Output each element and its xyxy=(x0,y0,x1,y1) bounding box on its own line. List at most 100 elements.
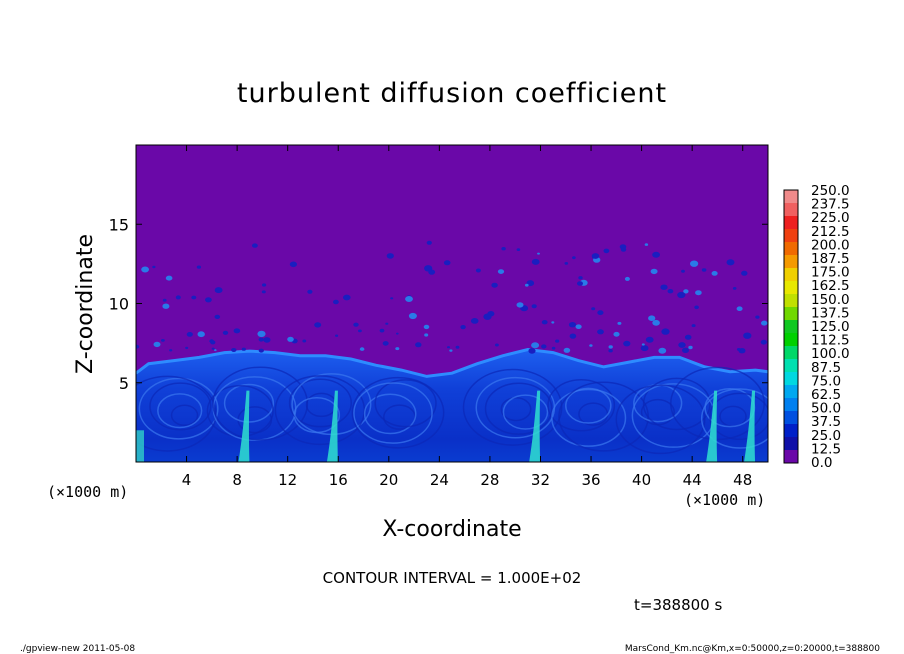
colorbar-swatch xyxy=(784,346,798,360)
turbulence-patch xyxy=(608,345,613,349)
colorbar-label: 237.5 xyxy=(811,197,850,213)
colorbar-label: 125.0 xyxy=(811,319,850,335)
colorbar-label: 175.0 xyxy=(811,265,850,281)
turbulence-patch xyxy=(358,329,362,333)
turbulence-patch xyxy=(379,328,385,333)
x-axis-label: X-coordinate xyxy=(382,517,521,542)
turbulence-patch xyxy=(395,347,400,351)
eddy-ring xyxy=(138,377,219,440)
turbulence-patch xyxy=(667,289,674,294)
colorbar-swatch xyxy=(784,242,798,256)
turbulence-patch xyxy=(343,294,351,301)
chart-title: turbulent diffusion coefficient xyxy=(237,78,667,109)
colorbar: 250.0237.5225.0212.5200.0187.5175.0162.5… xyxy=(783,183,850,471)
turbulence-patch xyxy=(641,343,645,346)
colorbar-label: 62.5 xyxy=(811,387,841,403)
turbulence-patch xyxy=(623,340,631,347)
eddy-ring xyxy=(170,404,199,427)
turbulence-patch xyxy=(231,348,237,352)
turbulence-patch xyxy=(551,321,555,324)
x-unit-left: (×1000 m) xyxy=(47,483,128,501)
turbulence-patch xyxy=(537,252,540,255)
turbulence-patch xyxy=(661,328,670,335)
x-tick-label: 36 xyxy=(581,471,600,489)
turbulence-patch xyxy=(470,318,479,324)
turbulence-patch xyxy=(695,290,702,296)
turbulence-patch xyxy=(460,325,466,330)
turbulence-patch xyxy=(222,330,229,335)
turbulence-patch xyxy=(736,306,743,312)
x-tick-label: 28 xyxy=(480,471,499,489)
colorbar-swatch xyxy=(784,385,798,399)
turbulence-patch xyxy=(382,341,389,346)
colorbar-label: 137.5 xyxy=(811,305,850,321)
eddy-ring xyxy=(642,377,711,431)
turbulence-patch xyxy=(681,269,685,273)
mixed-layer-top xyxy=(136,347,768,378)
turbulence-patch xyxy=(263,337,271,343)
turbulence-patch xyxy=(516,302,524,308)
turbulence-patch xyxy=(491,282,498,288)
eddy-ring xyxy=(547,378,616,432)
colorbar-swatch xyxy=(784,372,798,386)
turbulence-patch xyxy=(648,315,656,322)
colorbar-swatch xyxy=(784,320,798,334)
turbulence-patch xyxy=(658,347,667,354)
x-axis: 4 8 12 16 20 24 28 32 36 40 44 48 xyxy=(182,145,752,489)
turbulence-patch xyxy=(608,349,613,353)
turbulence-patch xyxy=(541,320,548,325)
turbulence-patch xyxy=(652,251,660,258)
turbulence-patch xyxy=(711,271,718,276)
eddy-ring xyxy=(351,376,445,449)
y-tick-label: 15 xyxy=(109,215,129,234)
turbulence-patch xyxy=(153,341,161,348)
turbulence-patch xyxy=(678,342,686,348)
turbulence-patch xyxy=(577,281,583,286)
turbulence-patch xyxy=(613,331,620,337)
updraft-plume xyxy=(744,390,756,462)
turbulence-patch xyxy=(152,265,156,269)
turbulence-patch xyxy=(289,261,297,268)
eddy-ring xyxy=(462,368,563,446)
turbulence-patch xyxy=(624,276,630,281)
turbulence-patch xyxy=(741,270,748,276)
turbulence-patch xyxy=(650,268,658,275)
turbulence-patch xyxy=(214,349,217,352)
eddy-ring xyxy=(700,388,768,449)
colorbar-label: 162.5 xyxy=(811,278,850,294)
turbulence-patch xyxy=(257,330,266,338)
turbulence-patch xyxy=(197,331,205,338)
colorbar-swatch xyxy=(784,411,798,425)
x-tick-label: 48 xyxy=(733,471,752,489)
turbulence-patch xyxy=(162,298,167,302)
turbulence-patch xyxy=(314,322,322,328)
turbulence-patch xyxy=(640,345,649,352)
turbulence-patch xyxy=(603,248,610,254)
turbulence-patch xyxy=(185,346,189,350)
contour-interval: CONTOUR INTERVAL = 1.000E+02 xyxy=(323,569,582,587)
x-tick-label: 40 xyxy=(632,471,651,489)
turbulence-patch xyxy=(405,296,413,302)
turbulence-patch xyxy=(443,260,451,266)
colorbar-label: 37.5 xyxy=(811,414,841,430)
colorbar-label: 250.0 xyxy=(811,183,850,199)
turbulence-patch xyxy=(619,244,627,250)
colorbar-swatch xyxy=(784,307,798,321)
turbulence-patch xyxy=(760,339,767,345)
turbulence-patch xyxy=(455,345,460,349)
turbulence-patch xyxy=(161,339,165,342)
turbulence-patch xyxy=(205,297,212,303)
colorbar-label: 75.0 xyxy=(811,373,841,389)
colorbar-label: 150.0 xyxy=(811,292,850,308)
turbulence-patch xyxy=(424,333,429,337)
turbulence-patch xyxy=(262,283,267,287)
turbulence-patch xyxy=(423,324,430,330)
x-tick-label: 4 xyxy=(182,471,192,489)
turbulence-patch xyxy=(531,342,540,349)
eddy-ring xyxy=(551,388,627,447)
turbulence-patch xyxy=(335,334,339,337)
turbulence-patch xyxy=(568,322,577,328)
x-tick-label: 24 xyxy=(430,471,449,489)
turbulence-patch xyxy=(732,287,737,290)
turbulence-patch xyxy=(333,299,339,305)
